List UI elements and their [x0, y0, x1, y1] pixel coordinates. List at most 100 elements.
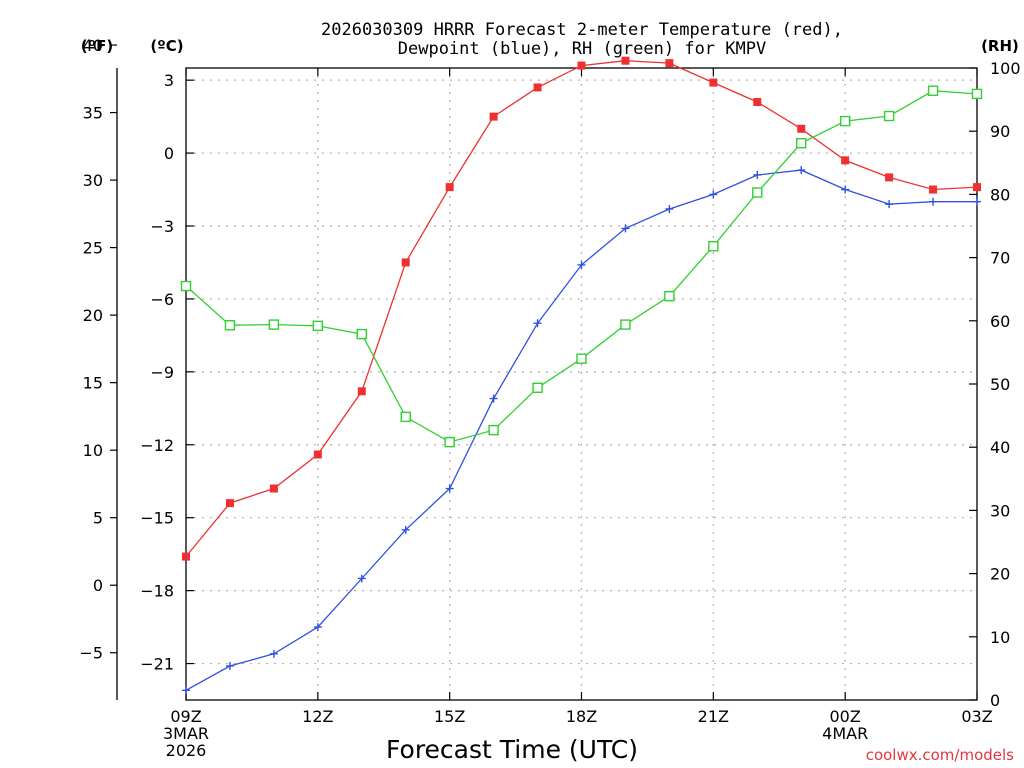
temperature-point	[533, 83, 542, 92]
dewpoint-series	[182, 166, 981, 695]
temperature-point	[269, 484, 278, 493]
time-tick-label: 4MAR	[822, 724, 868, 743]
dewpoint-point	[357, 574, 366, 583]
chart-title-line-2: Dewpoint (blue), RH (green) for KMPV	[398, 39, 766, 59]
temperature-point	[665, 59, 674, 68]
temperature-point	[621, 56, 630, 65]
rh-tick-label: 20	[990, 565, 1010, 584]
celsius-tick-label: −21	[140, 655, 174, 674]
dewpoint-point	[182, 686, 190, 695]
temperature-point	[357, 387, 366, 396]
celsius-tick-label: −6	[150, 290, 174, 309]
dewpoint-point	[753, 170, 762, 179]
dewpoint-point	[841, 185, 850, 194]
dewpoint-point	[885, 200, 894, 209]
dewpoint-point	[269, 649, 278, 658]
rh-point	[971, 88, 983, 100]
temperature-point	[489, 112, 498, 121]
x-axis-label: Forecast Time (UTC)	[386, 735, 638, 764]
celsius-tick-label: −18	[140, 582, 174, 601]
celsius-tick-label: −9	[150, 363, 174, 382]
temperature-point	[577, 61, 586, 70]
time-tick-label: 2026	[166, 741, 207, 760]
dewpoint-point	[401, 525, 410, 534]
rh-point	[180, 280, 192, 292]
time-tick-label: 12Z	[302, 707, 333, 726]
rh-point	[532, 382, 543, 393]
rh-point	[268, 319, 280, 330]
rh-tick-label: 10	[990, 628, 1010, 647]
rh-point	[796, 138, 807, 149]
rh-tick-label: 70	[990, 249, 1010, 268]
dewpoint-point	[489, 394, 498, 403]
fahrenheit-unit-label: (ºF)	[81, 37, 113, 55]
temperature-point	[841, 156, 850, 165]
time-tick-label: 09Z	[170, 707, 201, 726]
time-tick-label: 00Z	[830, 707, 861, 726]
temperature-point	[797, 124, 806, 133]
time-tick-label: 21Z	[698, 707, 729, 726]
fahrenheit-tick-label: 15	[83, 374, 103, 393]
temperature-point	[885, 173, 894, 182]
fahrenheit-tick-label: 40	[83, 36, 103, 55]
rh-tick-label: 60	[990, 312, 1010, 331]
celsius-tick-label: 3	[164, 71, 174, 90]
dewpoint-point	[973, 197, 981, 206]
rh-tick-label: 30	[990, 501, 1010, 520]
rh-tick-label: 50	[990, 375, 1010, 394]
dewpoint-point	[665, 204, 674, 213]
temperature-point	[401, 258, 410, 267]
temperature-point	[182, 552, 190, 561]
fahrenheit-tick-label: 35	[83, 104, 103, 123]
temperature-point	[709, 78, 718, 87]
fahrenheit-tick-label: 25	[83, 239, 103, 258]
time-tick-label: 15Z	[434, 707, 465, 726]
celsius-unit-label: (ºC)	[150, 37, 183, 55]
dewpoint-point	[445, 484, 454, 493]
rh-tick-label: 40	[990, 438, 1010, 457]
celsius-tick-label: −15	[140, 509, 174, 528]
fahrenheit-tick-label: 10	[83, 441, 103, 460]
rh-point	[620, 319, 631, 330]
rh-point	[927, 85, 939, 96]
rh-point	[752, 187, 763, 198]
rh-point	[312, 320, 324, 332]
dewpoint-point	[929, 197, 938, 206]
dewpoint-point	[797, 166, 806, 175]
rh-point	[488, 424, 499, 436]
celsius-tick-label: −12	[140, 436, 174, 455]
time-tick-label: 18Z	[566, 707, 597, 726]
temperature-series	[182, 56, 981, 561]
temperature-point	[929, 185, 938, 194]
rh-point	[839, 115, 851, 127]
dewpoint-point	[621, 224, 630, 233]
rh-series	[180, 85, 983, 448]
fahrenheit-tick-label: 5	[93, 509, 103, 528]
fahrenheit-axis: 40 35 30 25 20 15 10 5 0 −5	[79, 36, 117, 663]
celsius-axis: 3 0 −3 −6 −9 −12 −15 −18 −21	[140, 71, 194, 674]
rh-unit-label: (RH)	[981, 37, 1019, 55]
rh-tick-label: 80	[990, 185, 1010, 204]
rh-point	[356, 328, 367, 340]
temperature-point	[313, 450, 322, 459]
temperature-point	[753, 98, 762, 107]
time-tick-label: 03Z	[961, 707, 992, 726]
dewpoint-point	[313, 623, 322, 632]
temperature-point	[225, 499, 234, 508]
rh-tick-label: 0	[990, 691, 1000, 710]
celsius-tick-label: −3	[150, 217, 174, 236]
fahrenheit-tick-label: 20	[83, 306, 103, 325]
rh-point	[444, 436, 455, 448]
dewpoint-point	[577, 260, 586, 269]
rh-point	[576, 353, 587, 364]
data-series	[180, 56, 983, 695]
fahrenheit-tick-label: −5	[79, 644, 103, 663]
rh-point	[708, 241, 719, 252]
rh-tick-label: 90	[990, 122, 1010, 141]
rh-point	[400, 411, 411, 423]
grid	[186, 68, 977, 700]
fahrenheit-tick-label: 0	[93, 576, 103, 595]
